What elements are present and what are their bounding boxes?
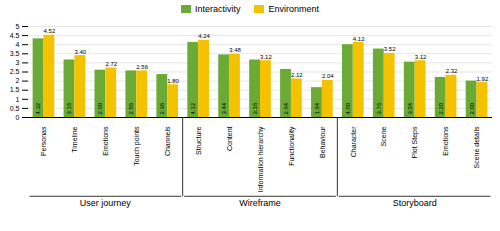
- svg-text:3.52: 3.52: [384, 46, 396, 52]
- svg-text:2.5: 2.5: [10, 68, 20, 75]
- html-text:Environment: Environment: [268, 4, 319, 14]
- svg-text:2: 2: [16, 77, 20, 84]
- svg-text:1: 1: [16, 96, 20, 103]
- svg-text:Structure: Structure: [195, 126, 202, 155]
- svg-text:3: 3: [16, 59, 20, 66]
- svg-text:5: 5: [16, 23, 20, 30]
- svg-text:3.04: 3.04: [407, 102, 413, 114]
- svg-text:1.80: 1.80: [167, 78, 179, 84]
- svg-text:Touch points: Touch points: [133, 126, 141, 166]
- svg-text:4: 4: [16, 41, 20, 48]
- svg-text:1.64: 1.64: [314, 102, 320, 114]
- svg-text:2.60: 2.60: [97, 102, 103, 114]
- svg-text:2.56: 2.56: [136, 64, 148, 70]
- svg-text:Functionality: Functionality: [288, 126, 296, 166]
- svg-text:4.00: 4.00: [345, 102, 351, 114]
- svg-text:2.20: 2.20: [438, 102, 444, 114]
- svg-text:3.12: 3.12: [415, 54, 427, 60]
- svg-text:2.12: 2.12: [291, 72, 303, 78]
- svg-text:2.36: 2.36: [159, 102, 165, 114]
- svg-text:Character: Character: [350, 126, 357, 157]
- svg-text:Timeline: Timeline: [71, 126, 78, 152]
- svg-text:2.56: 2.56: [128, 102, 134, 114]
- svg-text:3.40: 3.40: [74, 49, 86, 55]
- svg-text:3.76: 3.76: [376, 102, 382, 114]
- svg-text:Emotions: Emotions: [442, 126, 449, 156]
- svg-text:User journey: User journey: [80, 198, 132, 208]
- svg-text:3.5: 3.5: [10, 50, 20, 57]
- svg-text:2.64: 2.64: [283, 102, 289, 114]
- svg-text:3.12: 3.12: [260, 54, 272, 60]
- svg-text:4.12: 4.12: [190, 102, 196, 114]
- svg-text:1.5: 1.5: [10, 86, 20, 93]
- svg-text:4.32: 4.32: [35, 102, 41, 114]
- html-text:Interactivity: Interactivity: [195, 4, 241, 14]
- svg-text:2.04: 2.04: [322, 73, 334, 79]
- svg-text:2.00: 2.00: [469, 102, 475, 114]
- svg-text:Behaviour: Behaviour: [319, 126, 326, 158]
- svg-text:Storyboard: Storyboard: [393, 198, 437, 208]
- svg-text:2.32: 2.32: [446, 68, 458, 74]
- svg-text:Emotions: Emotions: [102, 126, 109, 156]
- svg-text:Scene details: Scene details: [473, 126, 480, 169]
- svg-text:3.16: 3.16: [66, 102, 72, 114]
- svg-text:0.5: 0.5: [10, 105, 20, 112]
- svg-text:4.52: 4.52: [44, 28, 56, 34]
- svg-text:4.5: 4.5: [10, 32, 20, 39]
- svg-text:3.48: 3.48: [229, 47, 241, 53]
- svg-text:Content: Content: [226, 126, 233, 151]
- svg-text:3.16: 3.16: [252, 102, 258, 114]
- svg-text:4.24: 4.24: [198, 33, 210, 39]
- svg-text:4.12: 4.12: [353, 36, 365, 42]
- svg-text:Information hierarchy: Information hierarchy: [257, 126, 265, 192]
- svg-text:2.72: 2.72: [105, 61, 117, 67]
- svg-text:Plot Steps: Plot Steps: [411, 126, 419, 158]
- svg-text:Scene: Scene: [380, 126, 387, 146]
- svg-text:0: 0: [16, 114, 20, 121]
- svg-text:1.92: 1.92: [477, 76, 489, 82]
- svg-text:Channels: Channels: [164, 126, 171, 156]
- svg-text:Wireframe: Wireframe: [239, 198, 281, 208]
- svg-text:Personas: Personas: [40, 126, 47, 156]
- svg-text:3.44: 3.44: [221, 102, 227, 114]
